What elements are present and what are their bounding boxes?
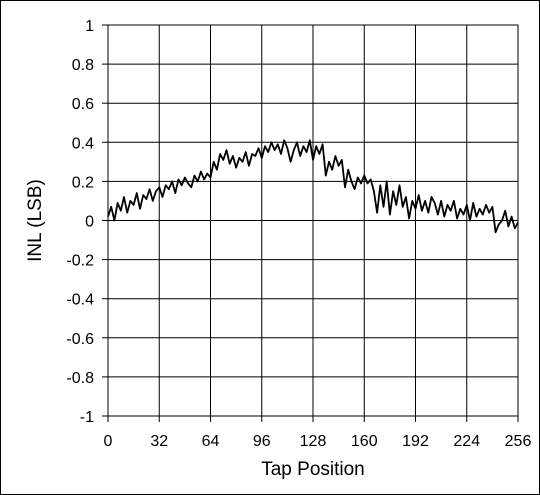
y-tick-label: 0.4 — [72, 135, 94, 152]
y-tick-label: -0.6 — [66, 331, 94, 348]
y-tick-label: -0.8 — [66, 370, 94, 387]
x-tick-label: 128 — [300, 433, 327, 450]
y-tick-label: 0.8 — [72, 57, 94, 74]
y-tick-label: 1 — [85, 18, 94, 35]
inl-series-line — [107, 139, 519, 234]
x-axis-label: Tap Position — [261, 459, 365, 480]
x-tick-label: 160 — [351, 433, 378, 450]
y-tick-label: 0 — [85, 214, 94, 231]
y-tick-label: 0.6 — [72, 96, 94, 113]
y-tick-label: -0.4 — [66, 292, 94, 309]
x-tick-label: 32 — [150, 433, 168, 450]
y-tick-label: -0.2 — [66, 253, 94, 270]
y-tick-label: -1 — [80, 409, 94, 426]
x-tick-label: 0 — [104, 433, 113, 450]
x-tick-label: 192 — [402, 433, 429, 450]
x-tick-label: 224 — [453, 433, 480, 450]
y-axis-label: INL (LSB) — [25, 179, 46, 262]
x-tick-label: 64 — [202, 433, 220, 450]
x-tick-label: 96 — [253, 433, 271, 450]
x-tick-label: 256 — [505, 433, 532, 450]
y-tick-label: 0.2 — [72, 174, 94, 191]
plot-frame — [107, 24, 519, 417]
